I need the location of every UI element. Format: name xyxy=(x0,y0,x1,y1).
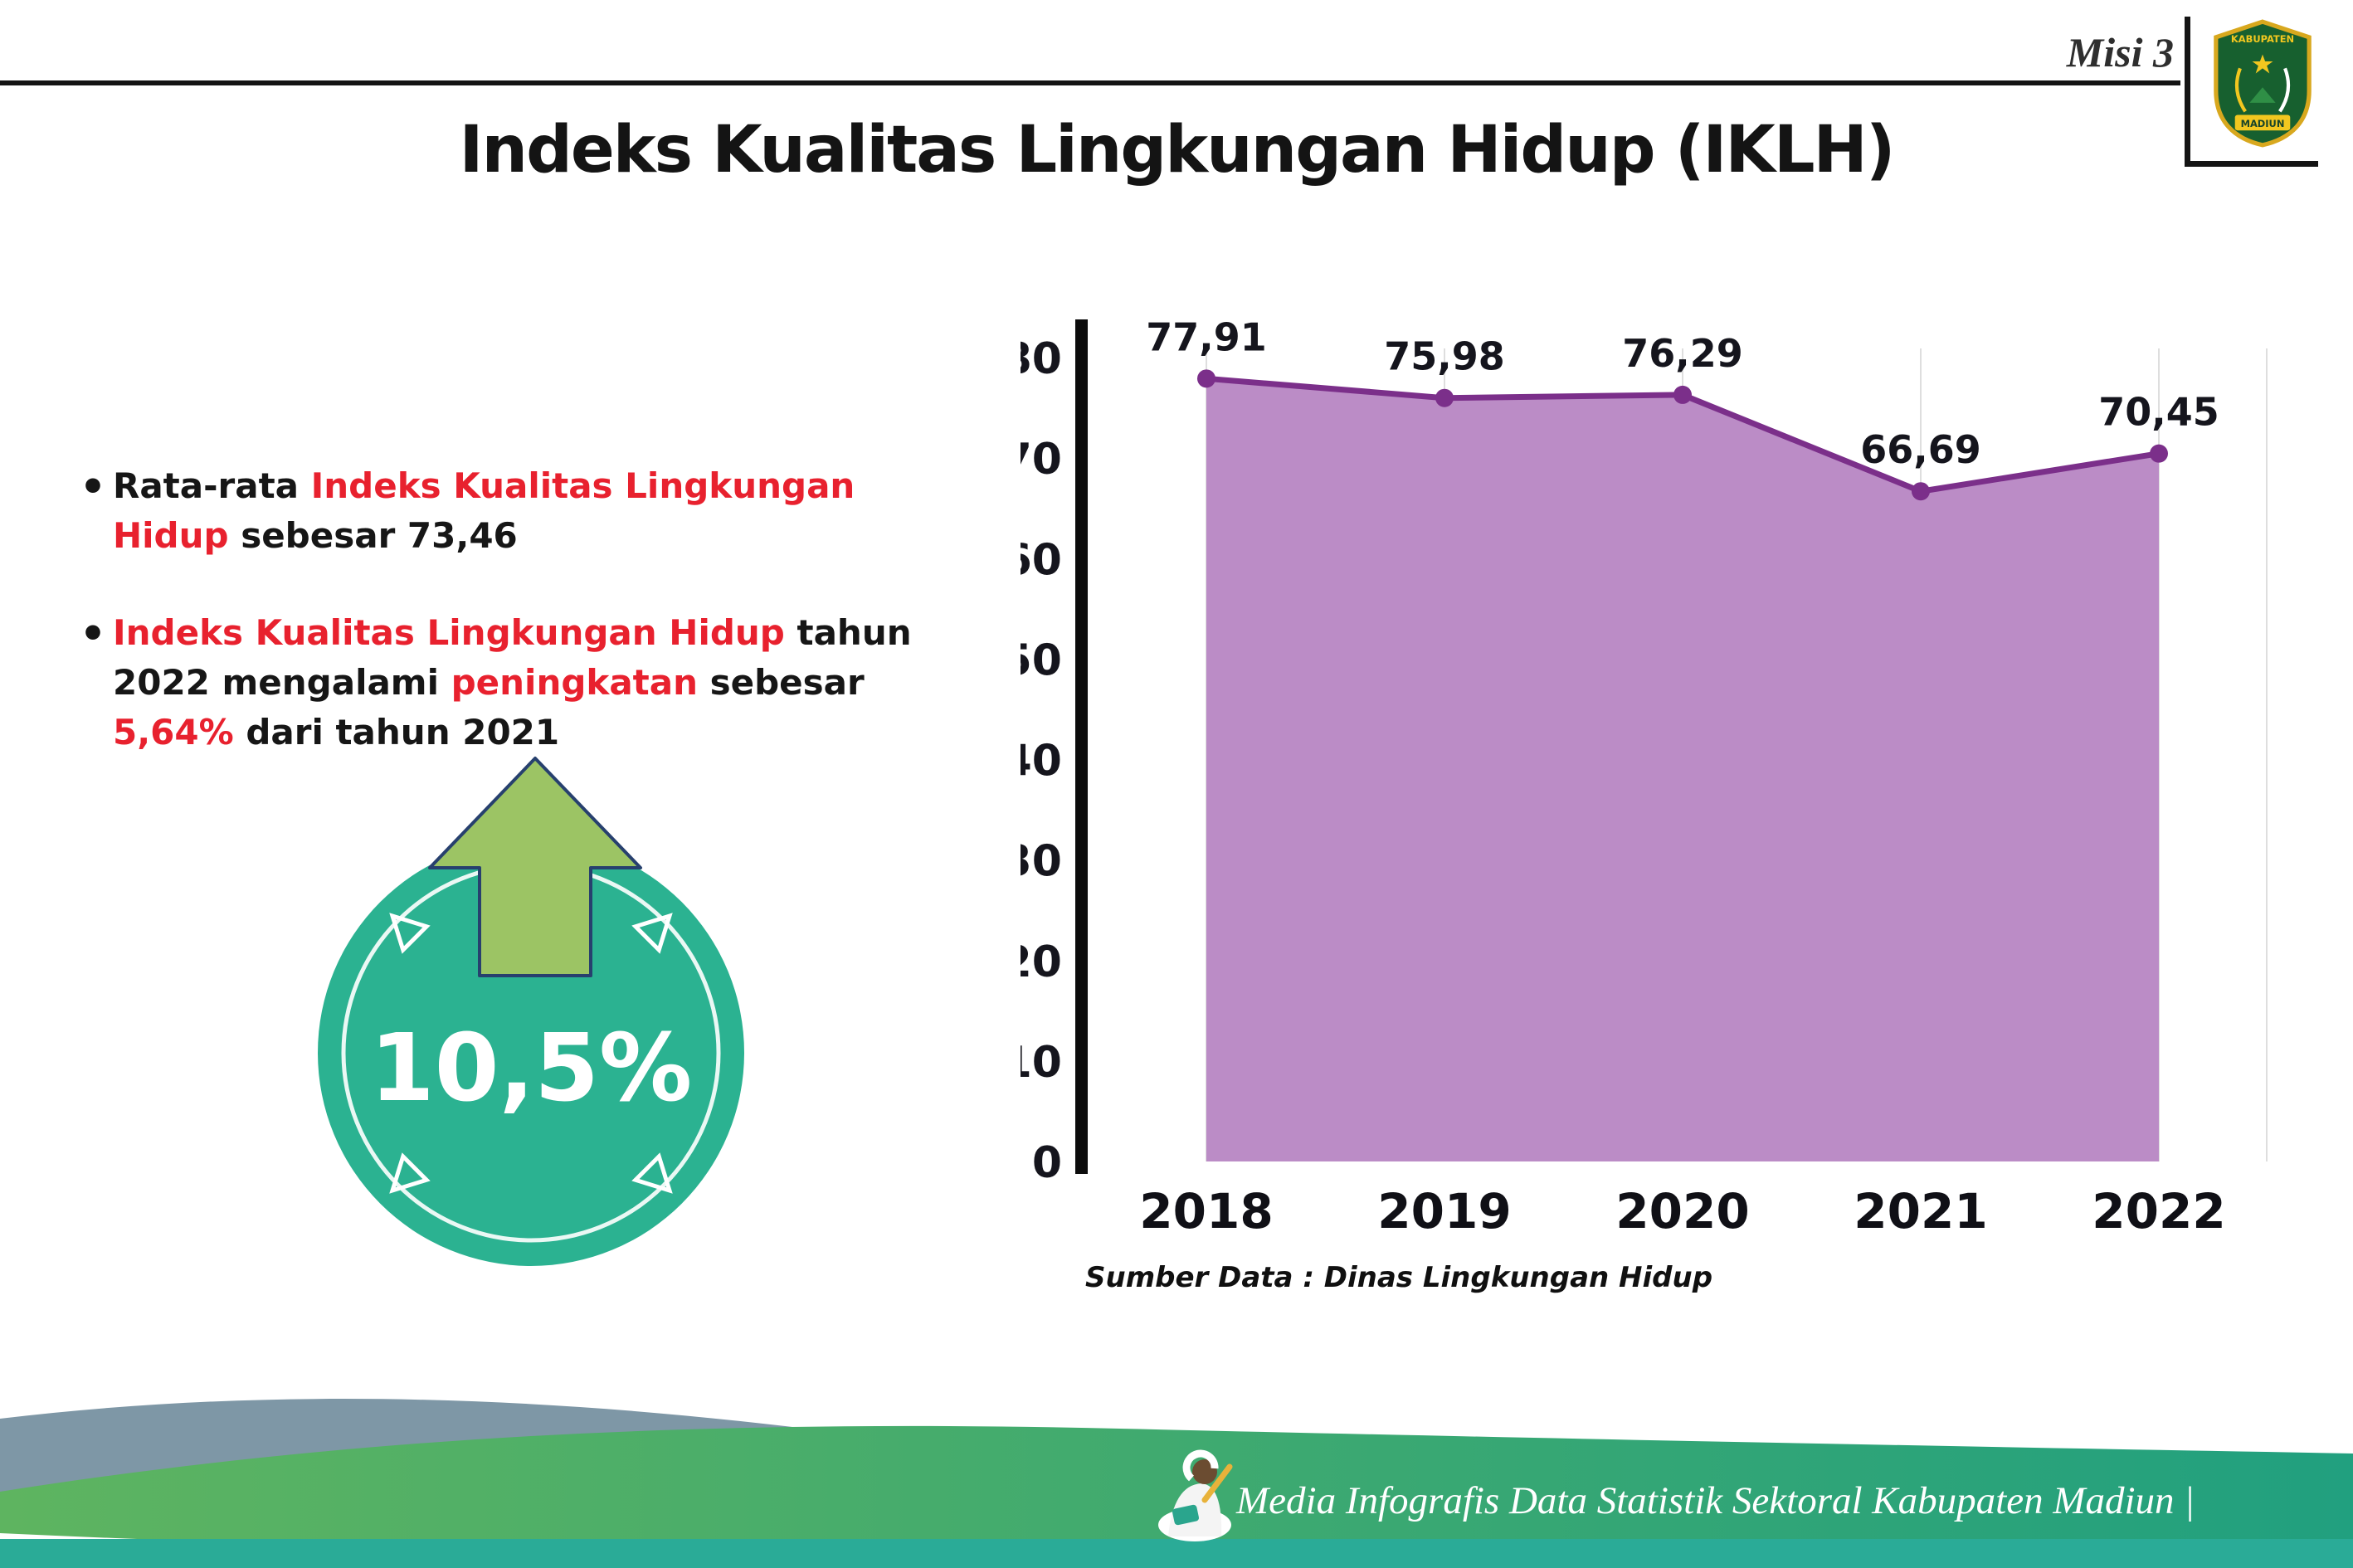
badge-value: 10,5% xyxy=(370,1015,693,1122)
footer-wave-green xyxy=(0,1425,2353,1568)
crest-banner xyxy=(2234,114,2291,131)
page-title: Indeks Kualitas Lingkungan Hidup (IKLH) xyxy=(459,113,1896,187)
data-label: 76,29 xyxy=(1622,331,1743,376)
footer-credit: Media Infografis Data Statistik Sektoral… xyxy=(1236,1479,2195,1522)
y-tick-label: 70 xyxy=(1021,435,1062,485)
misi-label: Misi 3 xyxy=(2066,29,2174,75)
data-point xyxy=(1197,369,1215,388)
mascot-book-icon xyxy=(1172,1504,1200,1526)
bullet2-highlight-3: 5,64% xyxy=(113,711,234,752)
y-tick-label: 50 xyxy=(1021,635,1062,685)
mascot-icon xyxy=(1158,1449,1233,1541)
y-tick-label: 0 xyxy=(1032,1138,1062,1188)
data-label: 66,69 xyxy=(1860,427,1981,472)
header-rule xyxy=(0,80,2180,85)
y-tick-label: 80 xyxy=(1021,334,1062,384)
crest-text-bottom: MADIUN xyxy=(2241,118,2285,129)
mascot-pencil-icon xyxy=(1201,1463,1233,1503)
x-axis-label: 2018 xyxy=(1139,1183,1273,1239)
bullet-increase-iklh: Indeks Kualitas Lingkungan Hidup tahun 2… xyxy=(80,605,959,757)
crest-text-top: KABUPATEN xyxy=(2231,33,2294,45)
data-point xyxy=(1435,388,1454,407)
badge-circle xyxy=(318,840,744,1266)
y-axis-line xyxy=(1075,319,1088,1174)
insights-panel: Rata-rata Indeks Kualitas Lingkungan Hid… xyxy=(80,458,959,805)
y-tick-label: 10 xyxy=(1021,1038,1062,1088)
iklh-area-chart: 0 10 20 30 40 50 60 70 80 77,91 75,98 76,29 66,69 70,… xyxy=(1021,314,2268,1239)
bullet1-tail: sebesar 73,46 xyxy=(228,514,518,556)
data-label: 77,91 xyxy=(1146,314,1267,359)
data-label: 70,45 xyxy=(2098,390,2219,435)
badge-triangle-nw-icon xyxy=(389,913,431,954)
crest-star-icon xyxy=(2252,54,2273,74)
bullet2-text-1: tahun 2022 mengalami xyxy=(113,612,912,703)
badge-triangle-sw-icon xyxy=(389,1152,431,1194)
crest-mountain-icon xyxy=(2249,87,2276,103)
up-arrow-icon xyxy=(428,757,642,977)
mascot-headwrap xyxy=(1182,1449,1219,1482)
x-axis-label: 2022 xyxy=(2092,1183,2225,1239)
crest-rice-icon xyxy=(2234,67,2247,113)
bullet2-highlight-1: Indeks Kualitas Lingkungan Hidup xyxy=(113,612,785,654)
y-tick-label: 20 xyxy=(1021,937,1062,987)
footer-waves xyxy=(0,1399,2353,1568)
x-axis-label: 2021 xyxy=(1854,1183,1987,1239)
source-note: Sumber Data : Dinas Lingkungan Hidup xyxy=(1085,1261,1713,1294)
bullet2-highlight-2: peningkatan xyxy=(451,661,698,703)
data-label: 75,98 xyxy=(1384,334,1505,379)
badge-triangle-se-icon xyxy=(631,1152,673,1194)
crest-shield xyxy=(2214,19,2312,148)
y-tick-label: 30 xyxy=(1021,837,1062,887)
x-axis-label: 2020 xyxy=(1615,1183,1749,1239)
area-fill xyxy=(1206,378,2159,1161)
crest-cotton-icon xyxy=(2278,67,2291,113)
logo-frame: KABUPATEN MADIUN xyxy=(2185,17,2318,167)
bullet2-text-2: sebesar xyxy=(698,661,865,703)
data-point xyxy=(1912,482,1930,501)
data-point xyxy=(2150,444,2168,463)
x-axis-label: 2019 xyxy=(1377,1183,1511,1239)
footer-bar xyxy=(0,1539,2353,1568)
data-point xyxy=(1673,385,1692,404)
bullet2-text-3: dari tahun 2021 xyxy=(233,711,560,752)
badge-triangle-ne-icon xyxy=(631,913,673,954)
bullet-average-iklh: Rata-rata Indeks Kualitas Lingkungan Hid… xyxy=(80,458,959,560)
y-tick-label: 60 xyxy=(1021,535,1062,585)
bullet1-text: Rata-rata xyxy=(113,465,311,506)
y-tick-label: 40 xyxy=(1021,737,1062,786)
kabupaten-madiun-logo: KABUPATEN MADIUN xyxy=(2214,19,2312,148)
bullet1-highlight: Indeks Kualitas Lingkungan Hidup xyxy=(113,465,855,556)
increase-badge: 10,5% xyxy=(318,757,744,1266)
